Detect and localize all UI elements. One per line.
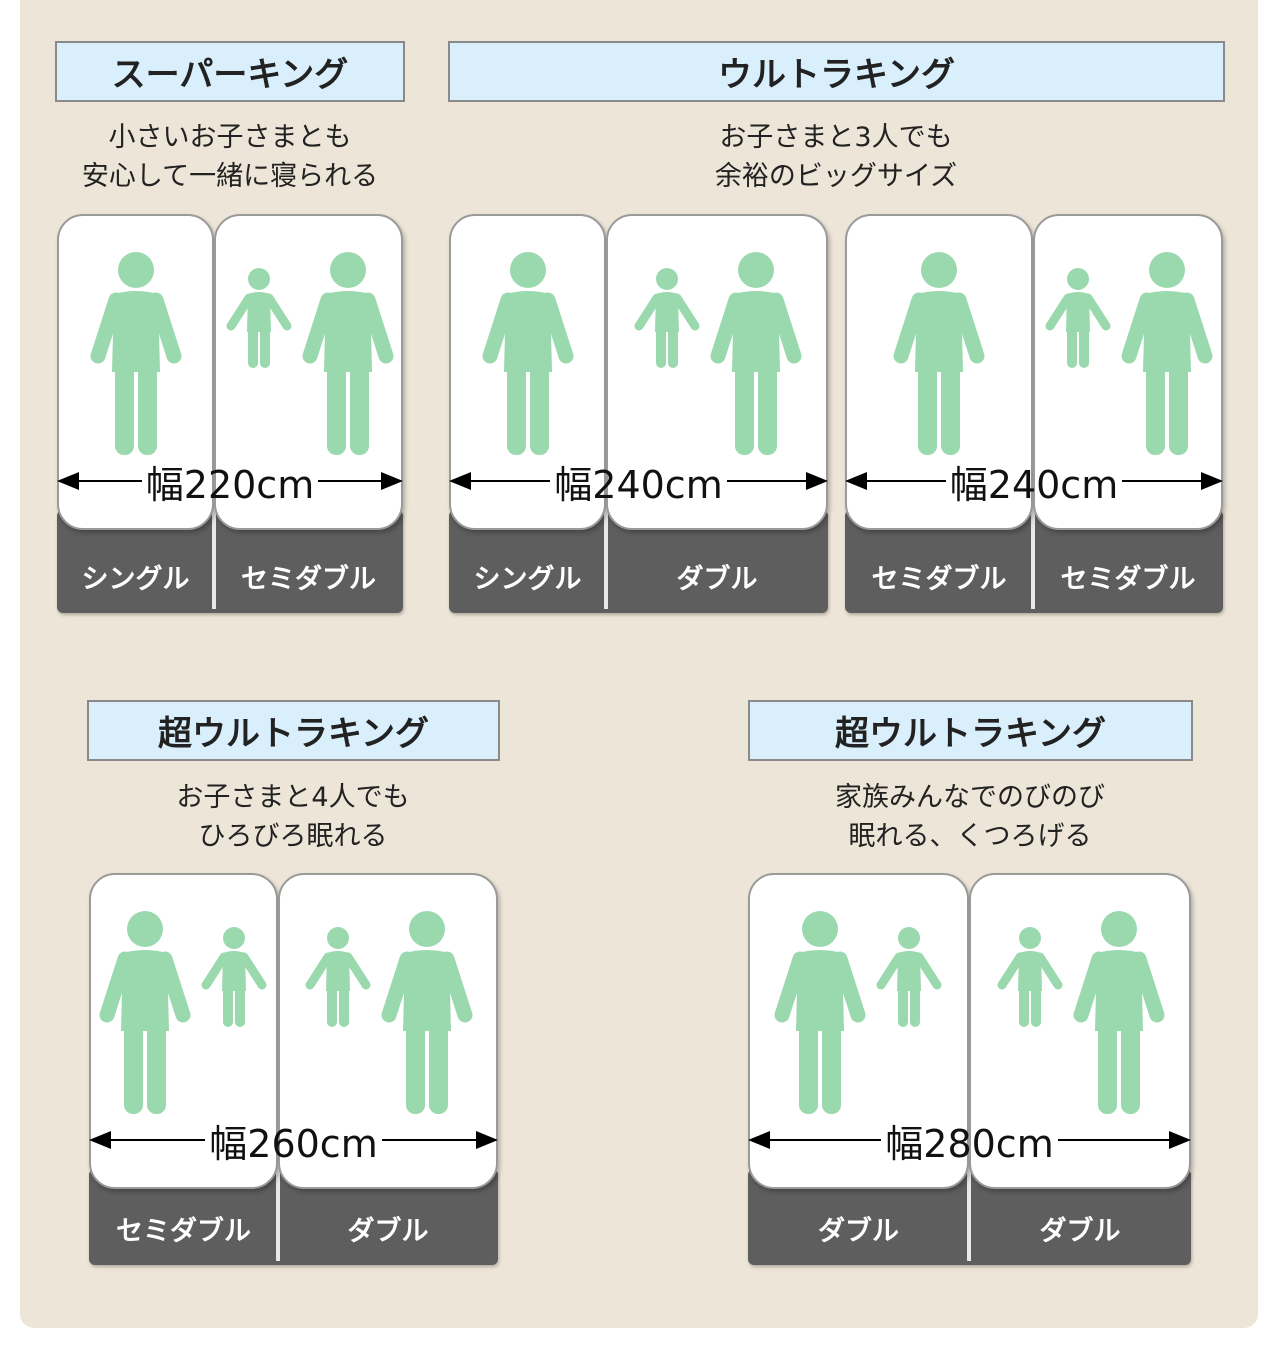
- mattress-divider: [967, 1159, 971, 1261]
- mattress-size-label: セミダブル: [871, 564, 1007, 595]
- arrow-left-icon: [57, 472, 79, 490]
- adult-figure-icon: [381, 911, 473, 1114]
- dimension-line: [471, 479, 551, 483]
- mattress-size-label: ダブル: [347, 1216, 429, 1247]
- group-title-super-king: スーパーキング: [55, 41, 405, 102]
- group-title-super-ultra-king: 超ウルトラキング: [87, 700, 500, 761]
- arrow-right-icon: [1201, 472, 1224, 490]
- mattress-size-label: シングル: [473, 564, 582, 595]
- dimension-line: [381, 1138, 477, 1142]
- width-label: 幅240cm: [554, 462, 723, 507]
- mattress-size-label: シングル: [81, 564, 190, 595]
- mattress: [57, 214, 214, 530]
- bed-diagram: ダブル ダブル 幅280cm: [748, 873, 1192, 1265]
- dimension-line: [318, 479, 382, 483]
- child-figure-icon: [226, 268, 291, 368]
- mattress: [214, 214, 403, 530]
- child-figure-icon: [305, 927, 371, 1027]
- adult-figure-icon: [99, 911, 190, 1114]
- subtitle-line: 安心して一緒に寝られる: [81, 161, 379, 192]
- subtitle-line: 余裕のビッグサイズ: [714, 161, 958, 192]
- dimension-line: [1057, 1138, 1170, 1142]
- dimension-line: [79, 479, 142, 483]
- mattress-size-label: ダブル: [1039, 1216, 1121, 1247]
- adult-figure-icon: [893, 252, 985, 455]
- dimension-line: [867, 479, 946, 483]
- arrow-left-icon: [748, 1131, 770, 1149]
- dimension-line: [770, 1138, 882, 1142]
- dimension-line: [1122, 479, 1202, 483]
- mattress: [1033, 214, 1223, 530]
- mattress-divider: [1031, 500, 1035, 609]
- mattress-divider: [212, 500, 216, 609]
- mattress: [969, 873, 1191, 1189]
- child-figure-icon: [997, 927, 1063, 1027]
- width-dimension: 幅220cm: [57, 458, 404, 507]
- group-subtitle: お子さまと4人でも ひろびろ眠れる: [93, 778, 493, 856]
- subtitle-line: 家族みんなでのびのび: [835, 782, 1105, 813]
- mattress: [606, 214, 828, 530]
- group-subtitle: お子さまと3人でも 余裕のビッグサイズ: [636, 118, 1036, 196]
- subtitle-line: お子さまと3人でも: [719, 122, 953, 153]
- dimension-line: [726, 479, 807, 483]
- child-figure-icon: [634, 268, 700, 368]
- arrow-right-icon: [381, 472, 404, 490]
- adult-figure-icon: [482, 252, 573, 455]
- subtitle-line: 眠れる、くつろげる: [848, 821, 1092, 852]
- arrow-right-icon: [806, 472, 829, 490]
- mattress-size-label: セミダブル: [116, 1216, 251, 1247]
- mattress: [748, 873, 969, 1189]
- arrow-left-icon: [89, 1131, 111, 1149]
- width-dimension: 幅280cm: [748, 1117, 1192, 1166]
- mattress-divider: [604, 500, 608, 609]
- arrow-left-icon: [449, 472, 471, 490]
- mattress-size-label: ダブル: [676, 564, 758, 595]
- width-dimension: 幅260cm: [89, 1117, 499, 1166]
- dimension-line: [111, 1138, 206, 1142]
- width-label: 幅260cm: [209, 1121, 378, 1166]
- width-dimension: 幅240cm: [449, 458, 829, 507]
- arrow-right-icon: [476, 1131, 499, 1149]
- arrow-right-icon: [1169, 1131, 1192, 1149]
- adult-figure-icon: [774, 911, 865, 1114]
- adult-figure-icon: [90, 252, 181, 455]
- subtitle-line: 小さいお子さまとも: [108, 122, 352, 153]
- mattress: [89, 873, 278, 1189]
- bed-diagram: セミダブル セミダブル 幅240cm: [845, 214, 1224, 613]
- subtitle-line: お子さまと4人でも: [176, 782, 410, 813]
- width-label: 幅240cm: [949, 462, 1119, 507]
- bed-diagram: シングル セミダブル 幅220cm: [57, 214, 404, 613]
- mattress: [278, 873, 498, 1189]
- mattress-size-label: セミダブル: [1060, 564, 1196, 595]
- child-figure-icon: [1045, 268, 1111, 368]
- mattress: [845, 214, 1033, 530]
- group-subtitle: 家族みんなでのびのび 眠れる、くつろげる: [770, 778, 1170, 856]
- bed-diagram: セミダブル ダブル 幅260cm: [89, 873, 499, 1265]
- group-subtitle: 小さいお子さまとも 安心して一緒に寝られる: [40, 118, 420, 196]
- width-label: 幅280cm: [885, 1121, 1054, 1166]
- group-title-super-ultra-king-2: 超ウルトラキング: [748, 700, 1193, 761]
- width-dimension: 幅240cm: [845, 458, 1224, 507]
- adult-figure-icon: [710, 252, 802, 455]
- subtitle-line: ひろびろ眠れる: [198, 821, 388, 852]
- child-figure-icon: [201, 927, 266, 1027]
- adult-figure-icon: [302, 252, 393, 455]
- width-label: 幅220cm: [145, 462, 315, 507]
- mattress-size-label: ダブル: [818, 1216, 899, 1247]
- child-figure-icon: [876, 927, 941, 1027]
- mattress-size-label: セミダブル: [241, 564, 376, 595]
- arrow-left-icon: [845, 472, 867, 490]
- mattress-divider: [276, 1159, 280, 1261]
- adult-figure-icon: [1073, 911, 1165, 1114]
- bed-diagram: シングル ダブル 幅240cm: [449, 214, 829, 613]
- group-title-ultra-king: ウルトラキング: [448, 41, 1225, 102]
- adult-figure-icon: [1121, 252, 1213, 455]
- mattress: [449, 214, 606, 530]
